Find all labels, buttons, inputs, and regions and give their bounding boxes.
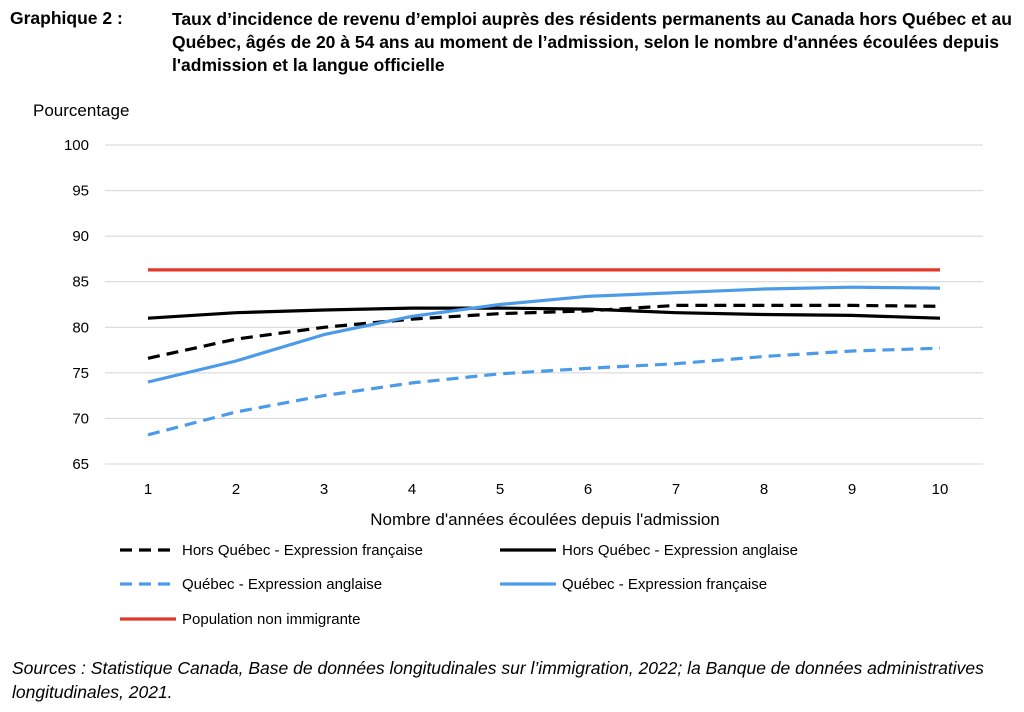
y-tick-label: 70 (72, 410, 89, 427)
y-tick-label: 80 (72, 319, 89, 336)
x-tick-label: 1 (144, 481, 152, 498)
series-line (147, 346, 941, 437)
x-tick-label: 4 (408, 481, 416, 498)
series-line (147, 303, 941, 360)
x-tick-label: 9 (848, 481, 856, 498)
y-tick-label: 85 (72, 274, 89, 291)
x-tick-label: 5 (496, 481, 504, 498)
x-tick-label: 8 (760, 481, 768, 498)
x-tick-label: 6 (584, 481, 592, 498)
legend-label: Population non immigrante (182, 611, 360, 628)
y-tick-label: 100 (64, 137, 89, 154)
line-chart: Pourcentage 65 70 75 80 85 90 95 100 1 2 3 4 5 6 7 8 9 10 N… (33, 101, 983, 628)
x-tick-label: 10 (932, 481, 949, 498)
legend-label: Hors Québec - Expression française (182, 542, 423, 559)
x-axis-label: Nombre d'années écoulées depuis l'admiss… (370, 510, 720, 529)
sources-note: Sources : Statistique Canada, Base de do… (12, 658, 984, 702)
series-line (147, 306, 941, 320)
series-line (147, 285, 941, 384)
legend-label: Québec - Expression française (562, 576, 767, 593)
x-tick-label: 2 (232, 481, 240, 498)
y-tick-label: 65 (72, 456, 89, 473)
x-tick-label: 3 (320, 481, 328, 498)
chart-title: Taux d’incidence de revenu d’emploi aupr… (172, 9, 1012, 75)
x-tick-label: 7 (672, 481, 680, 498)
y-tick-label: 95 (72, 183, 89, 200)
figure-label: Graphique 2 : (10, 8, 123, 28)
y-axis-label: Pourcentage (33, 101, 129, 120)
y-tick-label: 90 (72, 228, 89, 245)
y-tick-label: 75 (72, 365, 89, 382)
legend-label: Québec - Expression anglaise (182, 576, 382, 593)
legend-label: Hors Québec - Expression anglaise (562, 542, 798, 559)
